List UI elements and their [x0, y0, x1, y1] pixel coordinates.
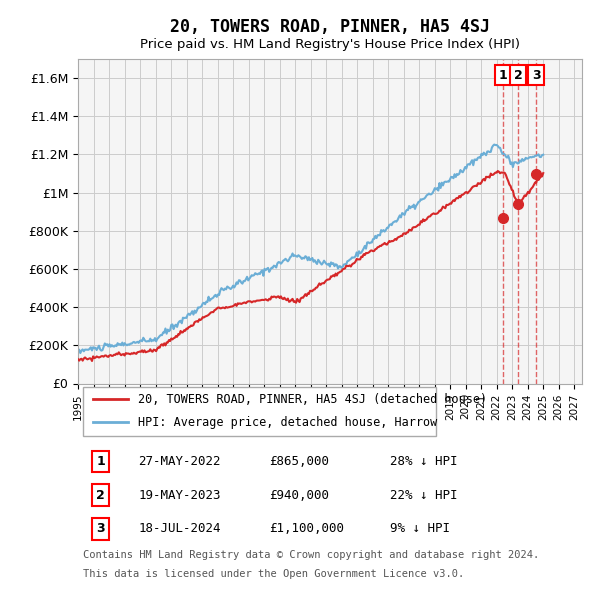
Text: 3: 3 — [97, 522, 105, 535]
Text: 20, TOWERS ROAD, PINNER, HA5 4SJ: 20, TOWERS ROAD, PINNER, HA5 4SJ — [170, 18, 490, 35]
Text: 9% ↓ HPI: 9% ↓ HPI — [391, 522, 451, 535]
Text: 2: 2 — [514, 69, 523, 82]
Text: 1: 1 — [499, 69, 508, 82]
Text: 19-MAY-2023: 19-MAY-2023 — [139, 489, 221, 502]
Text: Contains HM Land Registry data © Crown copyright and database right 2024.: Contains HM Land Registry data © Crown c… — [83, 550, 539, 560]
Text: 20, TOWERS ROAD, PINNER, HA5 4SJ (detached house): 20, TOWERS ROAD, PINNER, HA5 4SJ (detach… — [139, 392, 488, 405]
Text: 3: 3 — [532, 69, 541, 82]
Text: This data is licensed under the Open Government Licence v3.0.: This data is licensed under the Open Gov… — [83, 569, 464, 579]
Text: £1,100,000: £1,100,000 — [269, 522, 344, 535]
Text: 1: 1 — [97, 455, 105, 468]
Text: 27-MAY-2022: 27-MAY-2022 — [139, 455, 221, 468]
Text: £940,000: £940,000 — [269, 489, 329, 502]
Text: 2: 2 — [97, 489, 105, 502]
Text: 28% ↓ HPI: 28% ↓ HPI — [391, 455, 458, 468]
Text: Price paid vs. HM Land Registry's House Price Index (HPI): Price paid vs. HM Land Registry's House … — [140, 38, 520, 51]
Text: £865,000: £865,000 — [269, 455, 329, 468]
Text: 22% ↓ HPI: 22% ↓ HPI — [391, 489, 458, 502]
FancyBboxPatch shape — [83, 388, 436, 437]
Text: 18-JUL-2024: 18-JUL-2024 — [139, 522, 221, 535]
Text: HPI: Average price, detached house, Harrow: HPI: Average price, detached house, Harr… — [139, 416, 438, 429]
